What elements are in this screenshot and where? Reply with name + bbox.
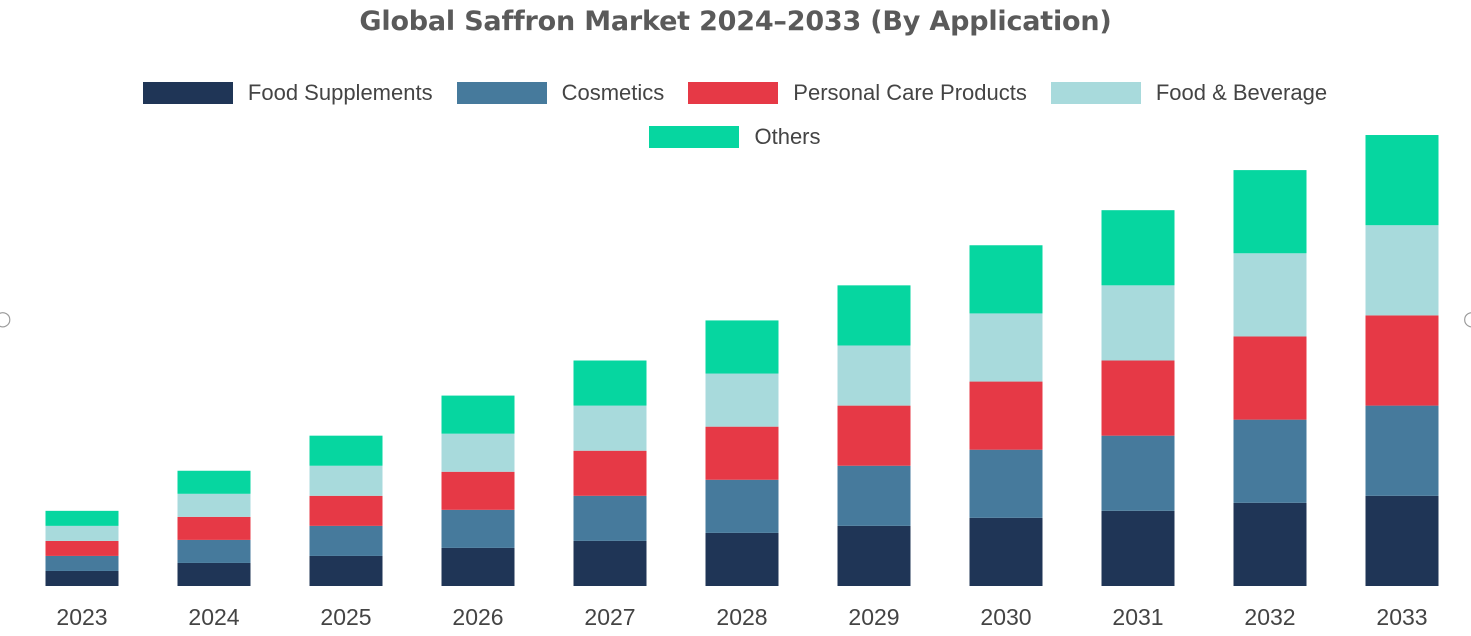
legend-swatch-others xyxy=(649,126,740,148)
x-tick-label-2025: 2025 xyxy=(320,604,371,630)
x-tick-label-2028: 2028 xyxy=(716,604,767,630)
legend-item-cosmetics: Cosmetics xyxy=(456,80,665,106)
bar-personal-care-products-2031 xyxy=(1101,360,1175,436)
bar-personal-care-products-2025 xyxy=(309,495,383,526)
bar-cosmetics-2024 xyxy=(177,539,251,563)
bar-others-2024 xyxy=(177,470,251,494)
bar-food-and-beverage-2027 xyxy=(573,405,647,451)
right-edge-circle-icon: ○ xyxy=(1463,306,1471,330)
x-tick-label-2024: 2024 xyxy=(188,604,239,630)
bar-personal-care-products-2029 xyxy=(837,405,911,466)
bar-cosmetics-2031 xyxy=(1101,435,1175,511)
legend-item-personal-care-products: Personal Care Products xyxy=(688,80,1027,106)
bar-food-supplements-2030 xyxy=(969,517,1043,586)
x-tick-label-2032: 2032 xyxy=(1244,604,1295,630)
x-tick-label-2023: 2023 xyxy=(56,604,107,630)
legend-label-food-supplements: Food Supplements xyxy=(247,80,433,105)
bar-personal-care-products-2027 xyxy=(573,450,647,496)
bar-food-and-beverage-2026 xyxy=(441,433,515,472)
x-tick-label-2033: 2033 xyxy=(1376,604,1427,630)
bar-food-supplements-2023 xyxy=(45,570,119,586)
x-tick-label-2026: 2026 xyxy=(452,604,503,630)
bar-food-and-beverage-2030 xyxy=(969,313,1043,382)
bar-personal-care-products-2024 xyxy=(177,516,251,540)
legend-swatch-food-supplements xyxy=(142,82,233,104)
bar-food-supplements-2024 xyxy=(177,562,251,586)
bar-food-supplements-2028 xyxy=(705,532,779,586)
bar-others-2031 xyxy=(1101,210,1175,286)
legend: Food Supplements Cosmetics Personal Care P… xyxy=(40,80,1430,150)
bar-food-and-beverage-2029 xyxy=(837,345,911,406)
bar-food-supplements-2025 xyxy=(309,555,383,586)
bar-personal-care-products-2028 xyxy=(705,426,779,480)
bar-personal-care-products-2026 xyxy=(441,471,515,510)
bar-others-2023 xyxy=(45,510,119,526)
x-tick-label-2029: 2029 xyxy=(848,604,899,630)
legend-item-food-supplements: Food Supplements xyxy=(142,80,433,106)
bar-cosmetics-2026 xyxy=(441,509,515,548)
bar-food-and-beverage-2033 xyxy=(1365,225,1439,316)
bar-cosmetics-2032 xyxy=(1233,419,1307,503)
bar-food-supplements-2027 xyxy=(573,540,647,586)
bar-personal-care-products-2030 xyxy=(969,381,1043,450)
bar-food-and-beverage-2024 xyxy=(177,493,251,517)
legend-label-cosmetics: Cosmetics xyxy=(561,80,665,105)
bar-personal-care-products-2023 xyxy=(45,540,119,556)
legend-label-others: Others xyxy=(754,124,821,149)
legend-swatch-food-and-beverage xyxy=(1050,82,1141,104)
x-tick-label-2027: 2027 xyxy=(584,604,635,630)
bar-personal-care-products-2033 xyxy=(1365,315,1439,406)
bar-others-2032 xyxy=(1233,170,1307,254)
bar-food-and-beverage-2031 xyxy=(1101,285,1175,361)
bar-others-2026 xyxy=(441,395,515,434)
bar-others-2029 xyxy=(837,285,911,346)
chart-title: Global Saffron Market 2024–2033 (By Appl… xyxy=(359,6,1112,37)
x-axis-ticks: 2023 2024 2025 2026 2027 2028 2029 2030 2031 2032… xyxy=(56,604,1427,630)
bar-others-2027 xyxy=(573,360,647,406)
bar-others-2028 xyxy=(705,320,779,374)
bar-food-supplements-2033 xyxy=(1365,495,1439,586)
bar-cosmetics-2030 xyxy=(969,449,1043,518)
legend-item-others: Others xyxy=(649,124,821,150)
legend-label-personal-care-products: Personal Care Products xyxy=(793,80,1027,105)
x-tick-label-2031: 2031 xyxy=(1112,604,1163,630)
bar-cosmetics-2027 xyxy=(573,495,647,541)
bar-food-supplements-2029 xyxy=(837,525,911,586)
bar-others-2025 xyxy=(309,435,383,466)
bar-cosmetics-2025 xyxy=(309,525,383,556)
bar-food-and-beverage-2025 xyxy=(309,465,383,496)
legend-swatch-personal-care-products xyxy=(688,82,779,104)
bar-cosmetics-2028 xyxy=(705,479,779,533)
bars-layer xyxy=(45,135,1439,586)
bar-food-and-beverage-2032 xyxy=(1233,253,1307,337)
bar-food-supplements-2031 xyxy=(1101,510,1175,586)
x-tick-label-2030: 2030 xyxy=(980,604,1031,630)
bar-food-and-beverage-2023 xyxy=(45,525,119,541)
bar-food-and-beverage-2028 xyxy=(705,373,779,427)
bar-food-supplements-2032 xyxy=(1233,502,1307,586)
bar-personal-care-products-2032 xyxy=(1233,336,1307,420)
legend-label-food-and-beverage: Food & Beverage xyxy=(1155,80,1328,105)
bar-food-supplements-2026 xyxy=(441,547,515,586)
bar-cosmetics-2023 xyxy=(45,555,119,571)
bar-others-2033 xyxy=(1365,135,1439,226)
legend-swatch-cosmetics xyxy=(456,82,547,104)
bar-cosmetics-2033 xyxy=(1365,405,1439,496)
bar-others-2030 xyxy=(969,245,1043,314)
left-edge-circle-icon: ○ xyxy=(0,306,12,330)
bar-cosmetics-2029 xyxy=(837,465,911,526)
legend-item-food-and-beverage: Food & Beverage xyxy=(1050,80,1328,106)
